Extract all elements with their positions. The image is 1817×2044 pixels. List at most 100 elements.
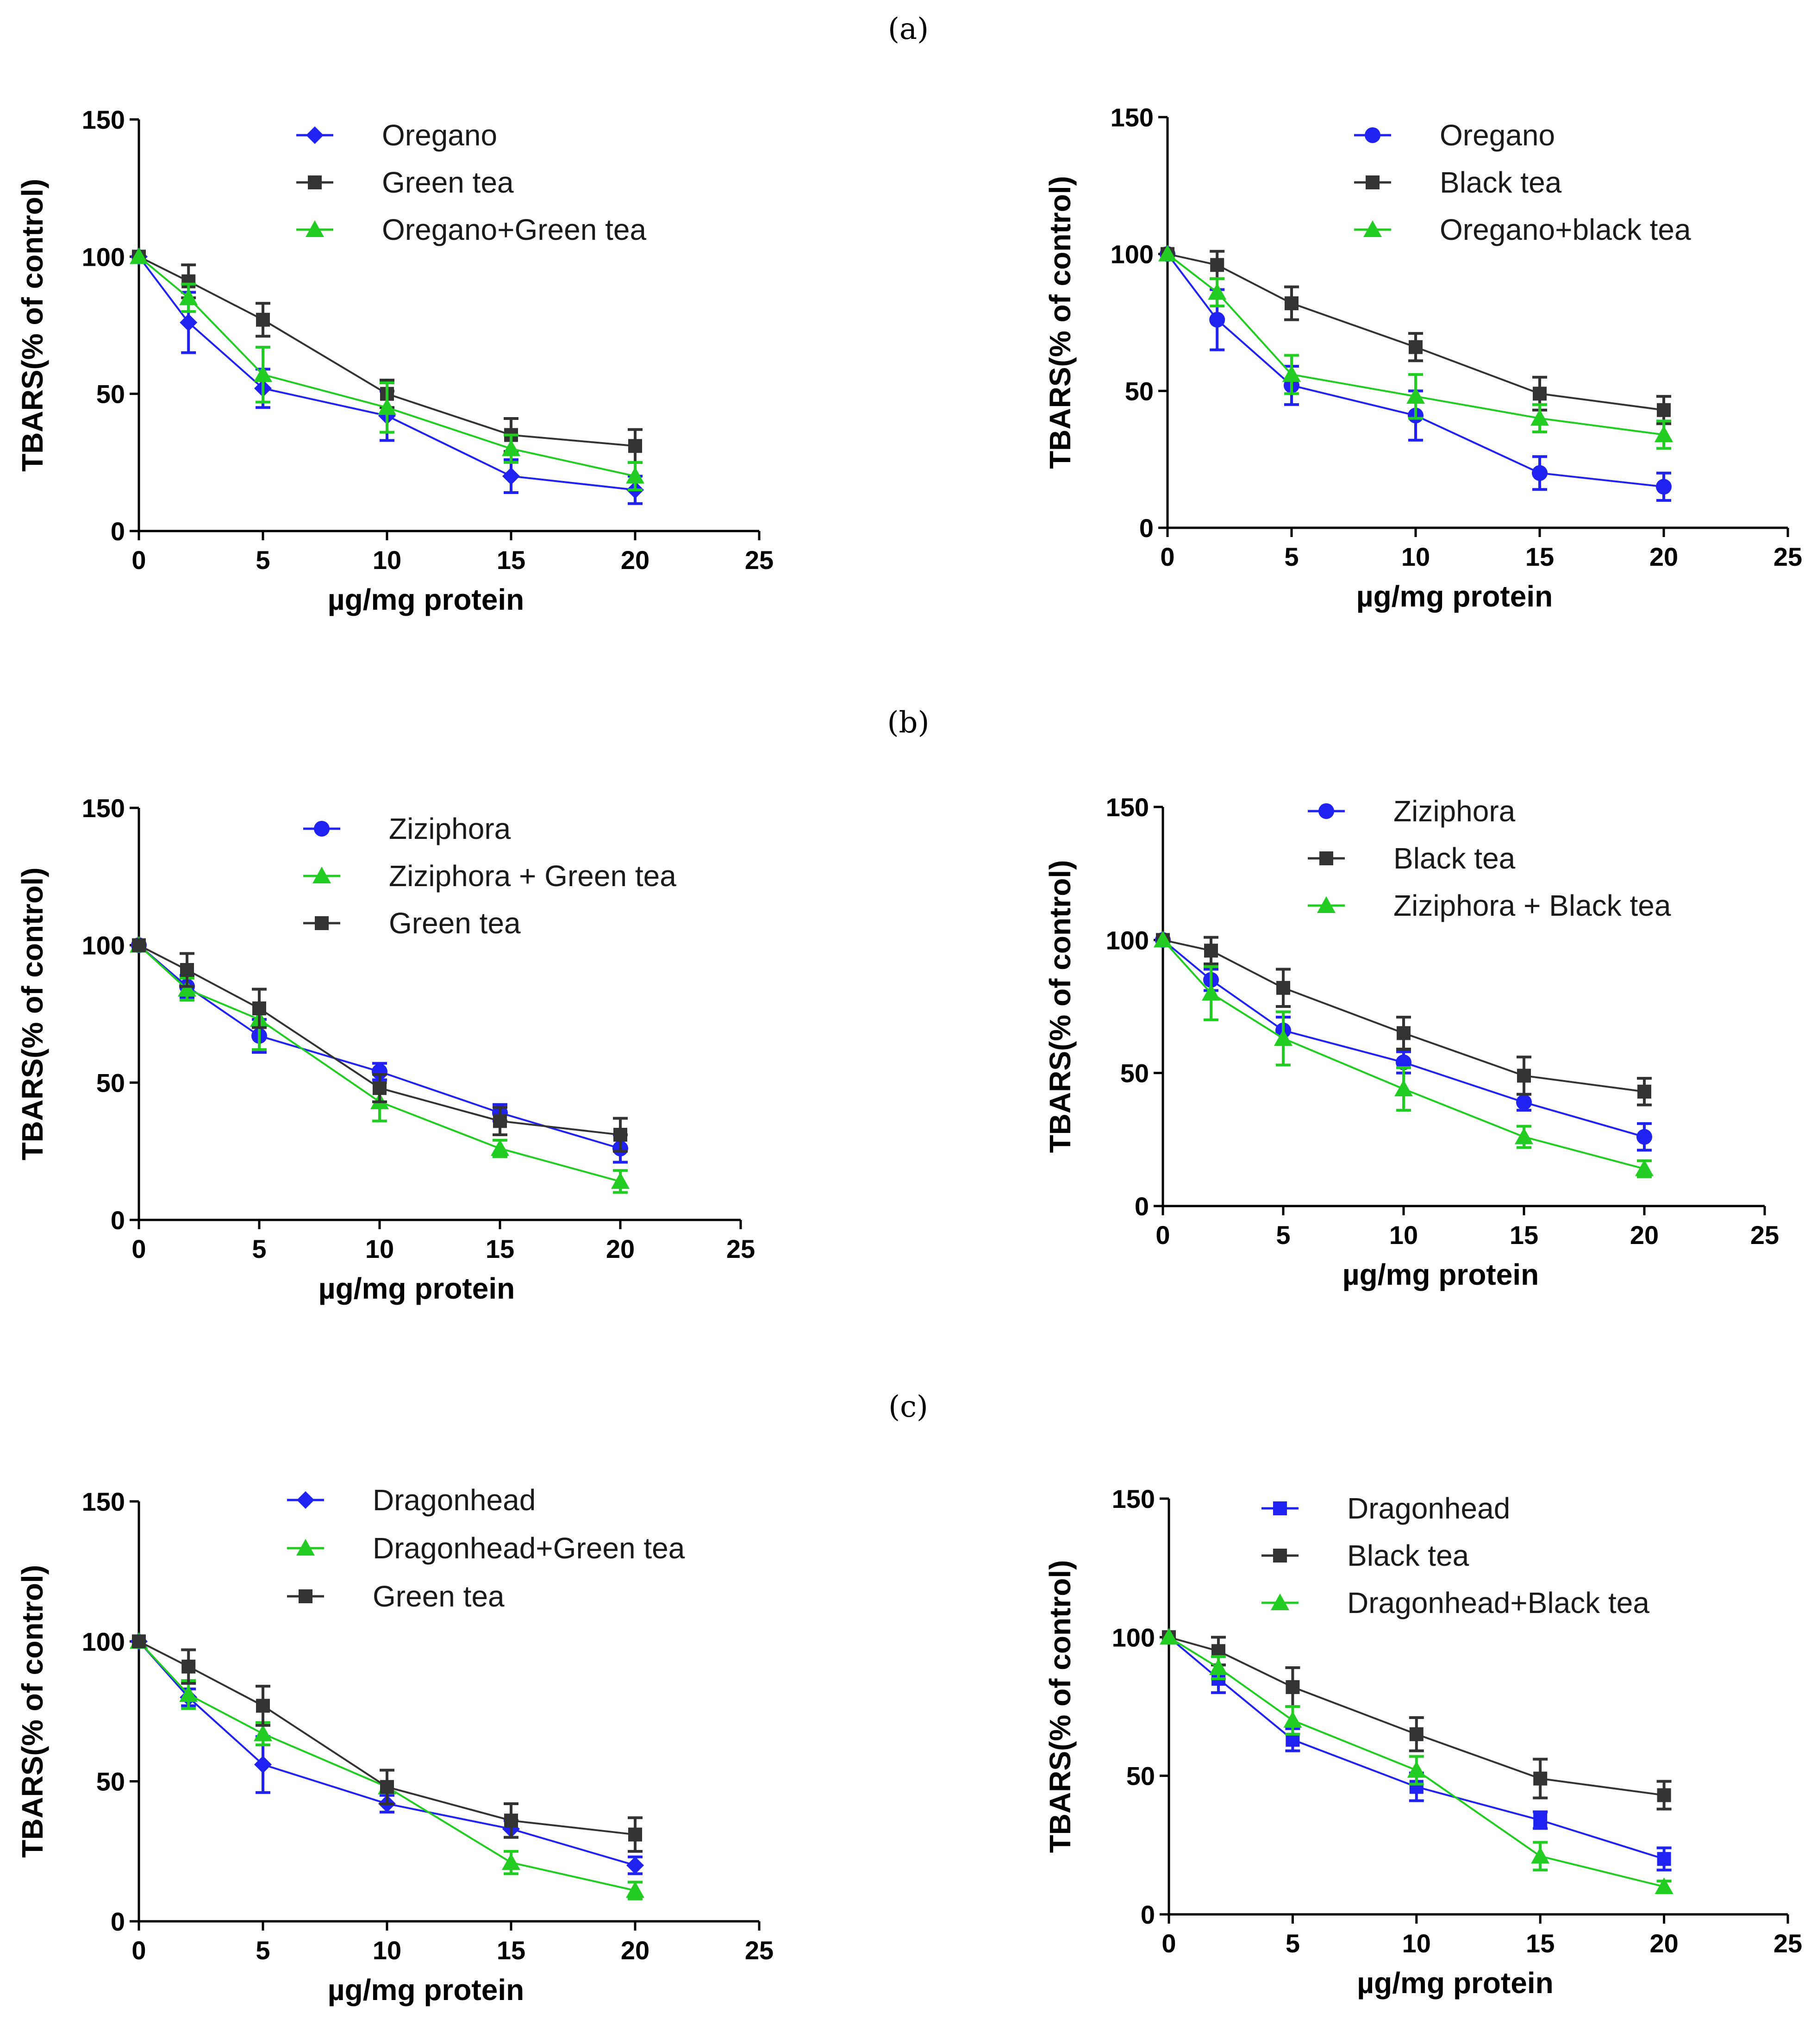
data-point: [256, 313, 270, 327]
data-point: [1409, 1727, 1424, 1741]
data-point: [1533, 387, 1547, 401]
y-tick-label: 100: [1106, 925, 1149, 955]
legend-label: Ziziphora + Black tea: [1393, 889, 1671, 922]
x-axis-title: µg/mg protein: [328, 1973, 524, 2006]
legend-marker: [1317, 896, 1336, 913]
data-point: [1636, 1129, 1652, 1145]
data-point: [1409, 340, 1423, 354]
series-line: [1167, 253, 1664, 411]
legend-item: Green tea: [296, 166, 514, 199]
data-point: [178, 980, 196, 997]
legend-item: Dragonhead+Black tea: [1261, 1586, 1649, 1619]
x-axis-title: µg/mg protein: [318, 1272, 515, 1305]
x-tick-label: 25: [1773, 542, 1802, 571]
legend-item: Dragonhead: [1261, 1492, 1510, 1525]
y-tick-label: 0: [1135, 1192, 1149, 1221]
series-line: [1162, 939, 1645, 1093]
y-tick-label: 150: [1112, 1484, 1155, 1513]
x-tick-label: 15: [497, 1936, 525, 1965]
data-point: [502, 439, 520, 456]
data-point: [1407, 1761, 1426, 1778]
series-ziziphora-black-tea: [1154, 931, 1654, 1178]
data-point: [502, 467, 520, 485]
data-point: [1657, 403, 1671, 417]
data-point: [1204, 944, 1218, 958]
y-tick-label: 0: [111, 517, 125, 546]
data-point: [180, 963, 194, 977]
data-point: [1209, 312, 1225, 328]
legend-label: Oregano: [1440, 119, 1555, 152]
panel-label-c: (c): [888, 1390, 928, 1424]
x-axis-title: µg/mg protein: [328, 583, 524, 616]
data-point: [1158, 244, 1177, 262]
legend-marker: [297, 1491, 314, 1509]
legend-marker: [1273, 1549, 1287, 1563]
series-line: [1167, 253, 1664, 488]
y-tick-label: 50: [96, 1068, 125, 1097]
x-tick-label: 10: [365, 1234, 394, 1263]
legend-item: Ziziphora: [303, 812, 511, 845]
data-point: [1394, 1080, 1413, 1097]
data-point: [130, 247, 148, 264]
series-line: [138, 1641, 636, 1866]
data-point: [504, 1813, 518, 1828]
y-axis-title: TBARS(% of control): [1043, 176, 1077, 469]
x-tick-label: 15: [1510, 1220, 1538, 1250]
series-line: [1168, 1636, 1665, 1888]
chart-3: 0 50 100 150 0 5 10 15 20 25 µg/mg protein TBARS(% …: [16, 794, 755, 1305]
y-tick-label: 0: [1139, 513, 1154, 543]
x-tick-label: 20: [1649, 1929, 1678, 1958]
x-tick-label: 0: [131, 545, 146, 575]
series-line: [138, 944, 621, 1182]
data-point: [628, 439, 642, 453]
legend-item: Oregano+black tea: [1354, 213, 1691, 246]
y-tick-label: 100: [82, 1627, 125, 1656]
series-dragonhead-black-tea: [1160, 1628, 1673, 1894]
series-line: [138, 944, 621, 1136]
series-line: [138, 1640, 636, 1892]
x-tick-label: 25: [1750, 1220, 1779, 1250]
data-point: [493, 1114, 507, 1128]
data-point: [132, 1634, 146, 1649]
legend-item: Oregano: [296, 119, 497, 152]
y-tick-label: 0: [111, 1907, 125, 1936]
chart-4: 0 50 100 150 0 5 10 15 20 25 µg/mg protein TBARS(% …: [1043, 793, 1779, 1291]
y-tick-label: 50: [1125, 376, 1154, 406]
x-tick-label: 5: [1286, 1929, 1300, 1958]
legend-label: Green tea: [382, 166, 514, 199]
chart-5: 0 50 100 150 0 5 10 15 20 25 µg/mg protein TBARS(% …: [16, 1483, 774, 2006]
data-point: [1531, 1847, 1550, 1864]
series-oregano-black-tea: [1158, 244, 1673, 450]
legend-marker: [1318, 803, 1334, 819]
series-line: [138, 256, 636, 477]
x-tick-label: 15: [1526, 1929, 1555, 1958]
series-green-tea: [132, 1634, 643, 1853]
y-tick-label: 50: [1126, 1762, 1155, 1791]
chart-2: 0 50 100 150 0 5 10 15 20 25 µg/mg protein TBARS(% …: [1043, 103, 1802, 613]
legend-marker: [1363, 220, 1382, 237]
y-tick-label: 50: [1120, 1059, 1149, 1088]
data-point: [1635, 1159, 1654, 1176]
legend-item: Green tea: [303, 906, 521, 940]
data-point: [132, 938, 146, 952]
data-point: [1656, 479, 1672, 495]
legend-item: Ziziphora + Black tea: [1308, 889, 1671, 922]
legend-marker: [314, 821, 330, 837]
y-axis-title: TBARS(% of control): [1043, 860, 1077, 1153]
series-line: [1168, 1636, 1664, 1796]
data-point: [179, 1685, 198, 1702]
data-point: [1406, 387, 1425, 404]
x-tick-label: 5: [256, 545, 270, 575]
legend-label: Black tea: [1440, 166, 1562, 199]
data-point: [1637, 1084, 1651, 1099]
legend-marker: [299, 1589, 312, 1603]
series-line: [138, 256, 636, 447]
data-point: [1397, 1026, 1411, 1040]
x-axis-title: µg/mg protein: [1357, 1966, 1553, 2000]
data-point: [1209, 1658, 1228, 1675]
legend-label: Dragonhead+Black tea: [1347, 1586, 1649, 1619]
series-line: [138, 944, 621, 1150]
data-point: [1530, 409, 1549, 426]
data-point: [626, 467, 644, 484]
y-axis-title: TBARS(% of control): [16, 179, 49, 472]
